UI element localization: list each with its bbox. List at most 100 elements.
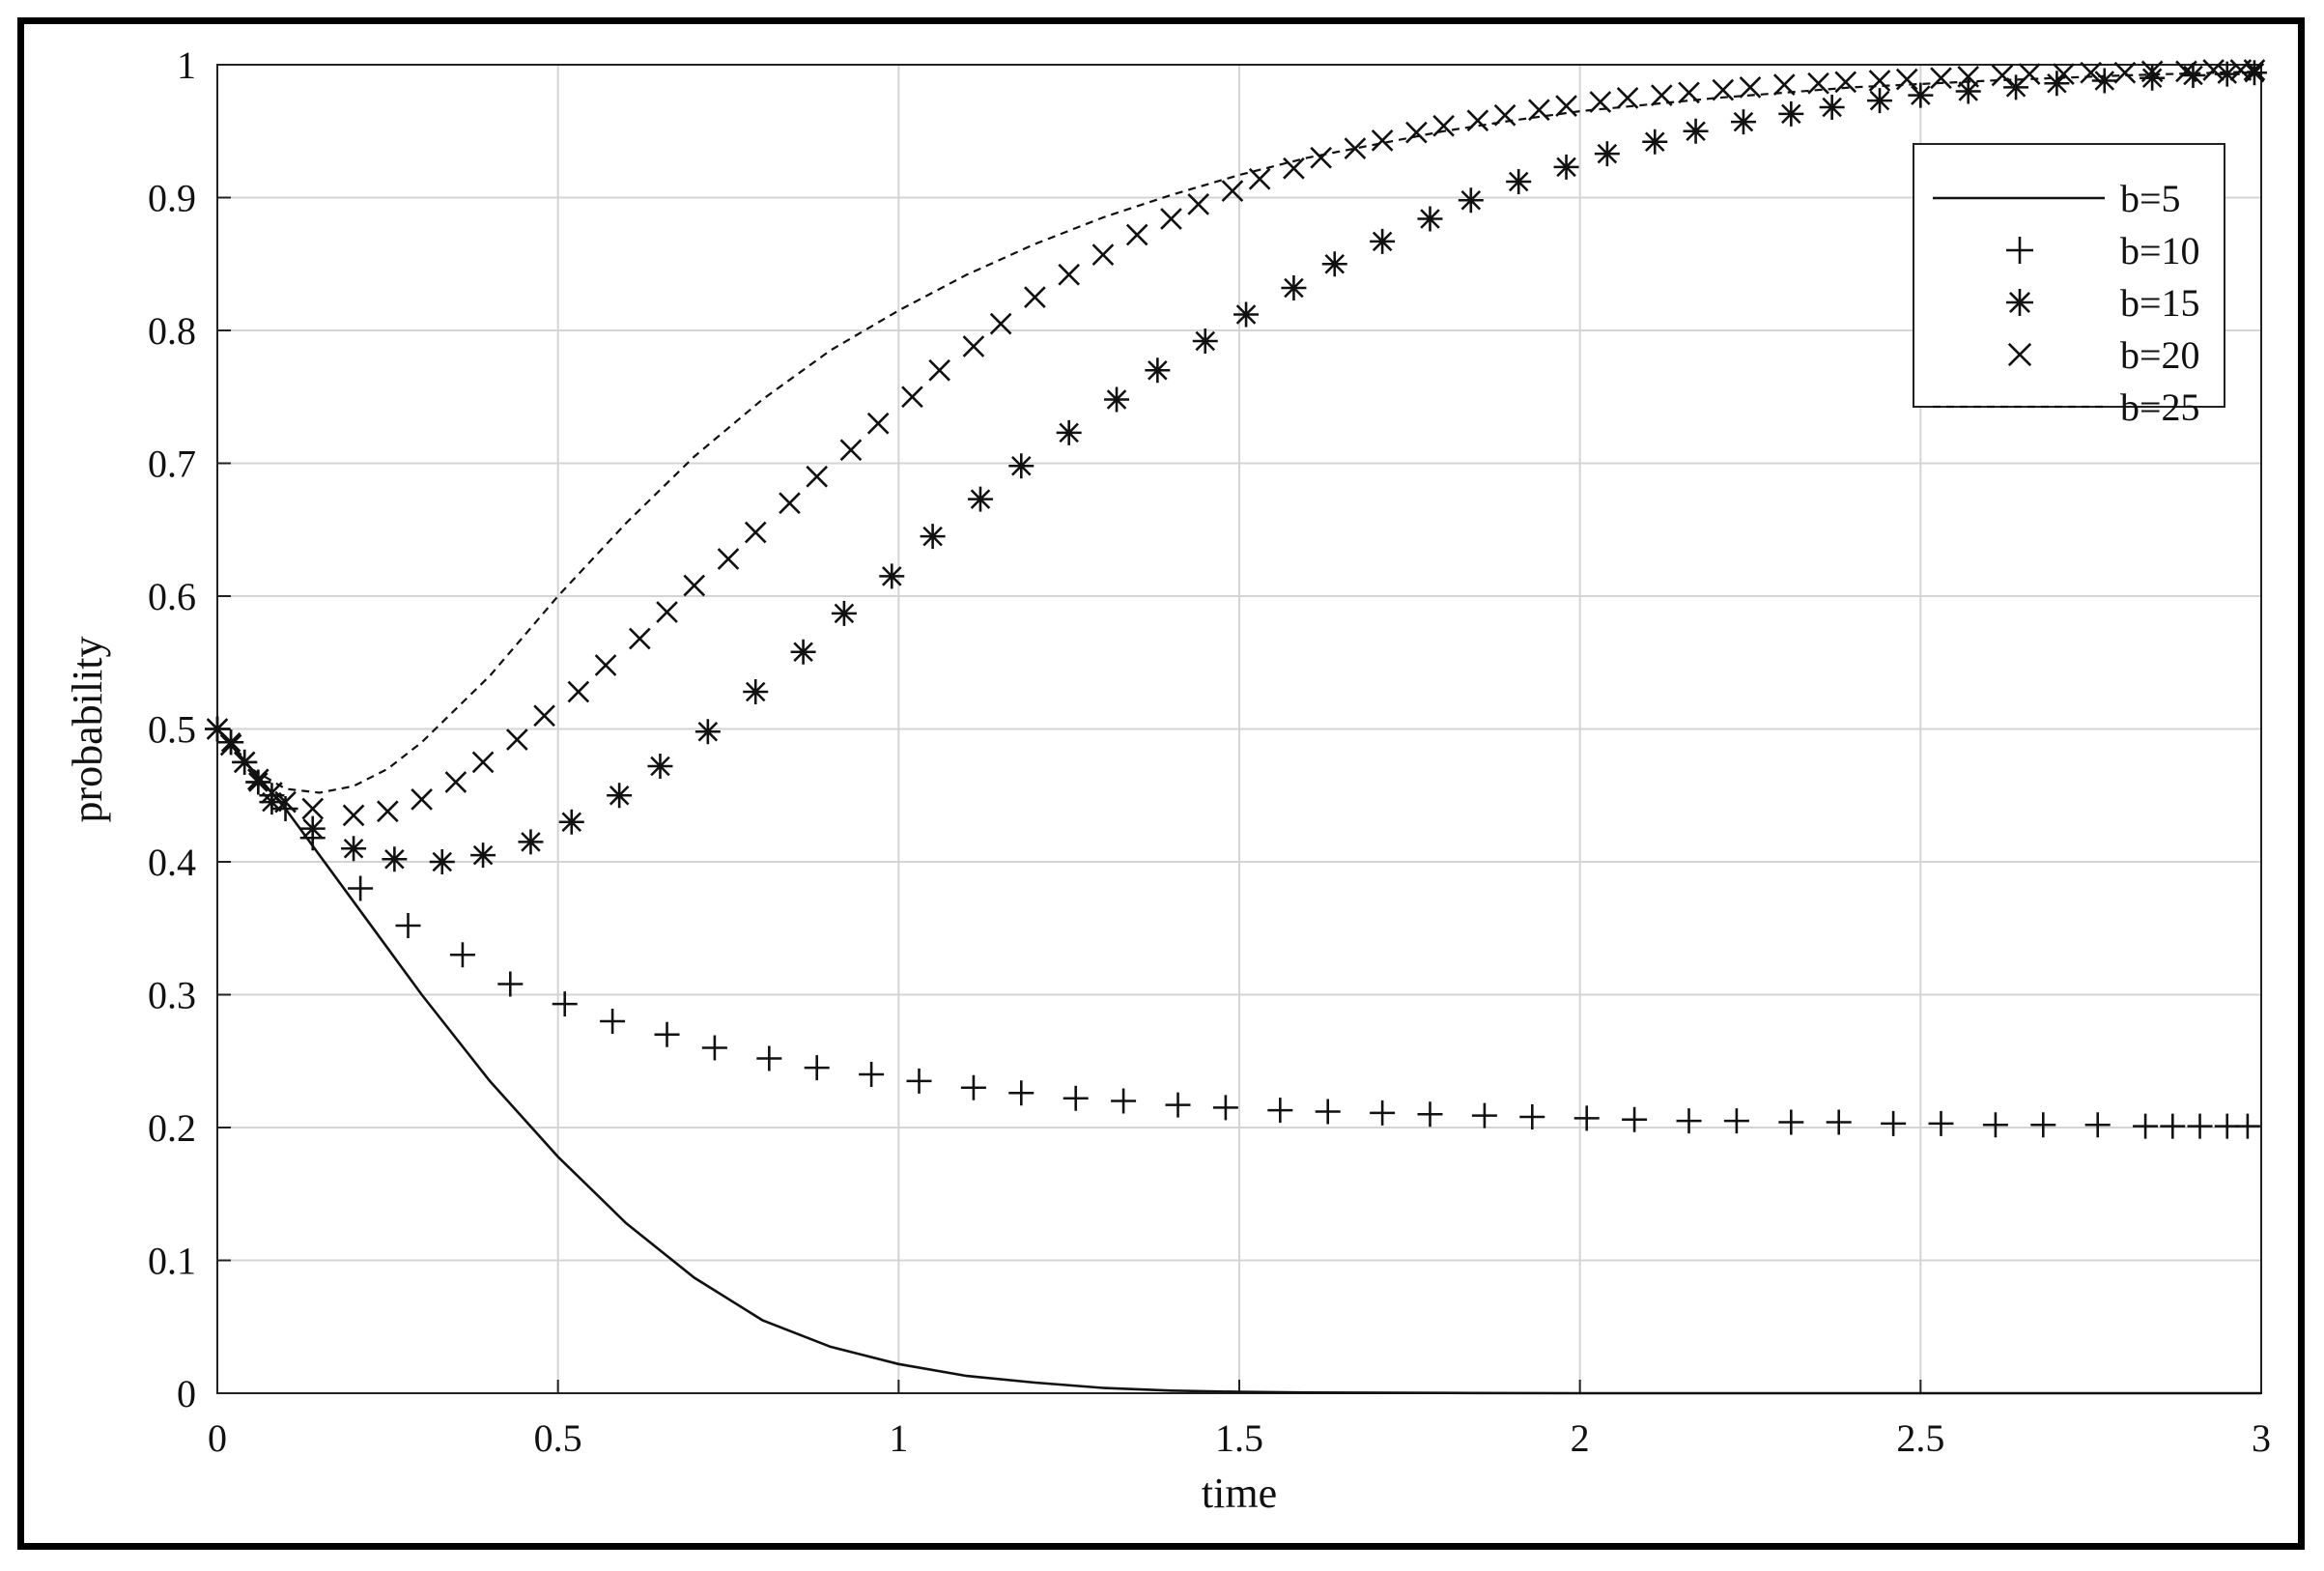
data-point-marker xyxy=(497,971,524,997)
data-point-marker xyxy=(1063,1085,1089,1111)
data-point-marker xyxy=(1676,1108,1702,1134)
marker-stroke xyxy=(866,412,890,435)
data-point-marker xyxy=(1955,78,1981,104)
data-point-marker xyxy=(928,358,950,382)
data-point-marker xyxy=(2140,60,2164,83)
data-point-marker xyxy=(1058,263,1080,286)
legend-label: b=20 xyxy=(2120,333,2200,377)
data-point-marker xyxy=(1683,118,1709,144)
marker-stroke xyxy=(1221,180,1244,202)
data-point-marker xyxy=(962,335,985,357)
marker-stroke xyxy=(609,785,630,806)
data-point-marker xyxy=(1712,78,1735,101)
data-point-marker xyxy=(1233,301,1260,328)
marker-stroke xyxy=(2007,342,2032,367)
data-point-marker xyxy=(1868,70,1891,92)
data-point-marker xyxy=(2140,65,2166,91)
data-point-marker xyxy=(429,849,455,874)
legend-entry: b=5 xyxy=(1933,177,2181,220)
data-point-marker xyxy=(2187,1113,2213,1139)
data-point-marker xyxy=(2234,1113,2260,1139)
marker-stroke xyxy=(1125,223,1148,246)
data-point-marker xyxy=(743,679,769,704)
data-point-marker xyxy=(920,524,946,550)
x-tick-label: 1 xyxy=(889,1416,908,1460)
marker-stroke xyxy=(1310,146,1332,169)
data-point-marker xyxy=(1867,88,1893,114)
marker-stroke xyxy=(779,492,801,515)
marker-stroke xyxy=(839,439,863,462)
marker-stroke xyxy=(377,800,399,823)
data-point-marker xyxy=(1187,193,1209,215)
x-tick-label: 1.5 xyxy=(1215,1416,1263,1460)
data-point-marker xyxy=(1344,137,1367,159)
marker-stroke xyxy=(342,804,365,827)
data-point-marker xyxy=(647,754,673,779)
data-point-marker xyxy=(1267,1098,1293,1124)
chart-frame: 0 0.5 1 1.5 2 2.5 3 0 0.1 0.2 0.3 0.4 0.5 0.6 0.7 0.8 0.… xyxy=(17,17,2305,1550)
data-point-marker xyxy=(804,1055,830,1081)
data-point-marker xyxy=(1160,208,1182,230)
legend: b=5 b=10 b=15 b=20 b=25 xyxy=(1913,143,2225,429)
marker-stroke xyxy=(2018,63,2041,85)
y-tick-label: 0.8 xyxy=(148,309,196,353)
data-point-marker xyxy=(1248,167,1271,190)
marker-stroke xyxy=(1372,231,1393,252)
legend-entry: b=10 xyxy=(2006,229,2200,272)
data-point-marker xyxy=(879,563,905,589)
data-point-marker xyxy=(1739,76,1762,99)
x-tick-label: 2 xyxy=(1571,1416,1590,1460)
data-point-marker xyxy=(558,809,584,835)
y-tick-label: 0.3 xyxy=(148,974,196,1017)
data-point-marker xyxy=(471,751,495,774)
data-point-marker xyxy=(2133,1113,2159,1139)
data-point-marker xyxy=(967,486,993,512)
data-point-marker xyxy=(449,942,475,968)
data-point-marker xyxy=(1594,141,1620,167)
marker-stroke xyxy=(1160,208,1182,230)
data-point-marker xyxy=(342,804,365,827)
marker-stroke xyxy=(521,832,541,852)
legend-entry: b=25 xyxy=(1933,386,2200,429)
legend-marker-sample xyxy=(2006,289,2033,316)
data-point-marker xyxy=(1221,180,1244,202)
x-axis-label: time xyxy=(1202,1470,1277,1517)
marker-stroke xyxy=(248,772,269,792)
marker-stroke xyxy=(744,521,767,544)
marker-stroke xyxy=(1739,76,1762,99)
marker-stroke xyxy=(247,768,269,791)
marker-stroke xyxy=(1712,78,1735,101)
data-point-marker xyxy=(274,790,297,814)
legend-box xyxy=(1913,143,2225,408)
data-point-marker xyxy=(717,548,740,570)
marker-stroke xyxy=(697,721,719,742)
marker-stroke xyxy=(962,335,985,357)
data-point-marker xyxy=(1091,243,1115,266)
marker-stroke xyxy=(2009,292,2030,313)
y-tick-label: 0.2 xyxy=(148,1106,196,1150)
data-point-marker xyxy=(1778,100,1804,127)
marker-stroke xyxy=(2202,59,2225,81)
marker-stroke xyxy=(989,312,1012,335)
data-point-marker xyxy=(1519,1104,1545,1129)
series-b-15 xyxy=(205,60,2267,874)
data-point-marker xyxy=(1807,71,1829,95)
marker-stroke xyxy=(882,566,902,586)
marker-stroke xyxy=(1284,277,1304,299)
marker-stroke xyxy=(533,704,555,728)
marker-stroke xyxy=(561,812,582,833)
data-point-marker xyxy=(2080,61,2102,84)
marker-stroke xyxy=(444,771,468,793)
marker-stroke xyxy=(1556,157,1576,178)
data-point-marker xyxy=(470,843,496,869)
data-point-marker xyxy=(1982,1112,2008,1138)
data-point-marker xyxy=(377,800,399,823)
marker-stroke xyxy=(628,627,651,650)
data-point-marker xyxy=(299,815,326,842)
marker-stroke xyxy=(1822,97,1842,118)
marker-stroke xyxy=(656,601,678,623)
data-point-marker xyxy=(2243,59,2266,81)
data-point-marker xyxy=(1573,1105,1600,1131)
marker-stroke xyxy=(1678,81,1700,104)
marker-stroke xyxy=(1834,71,1857,94)
